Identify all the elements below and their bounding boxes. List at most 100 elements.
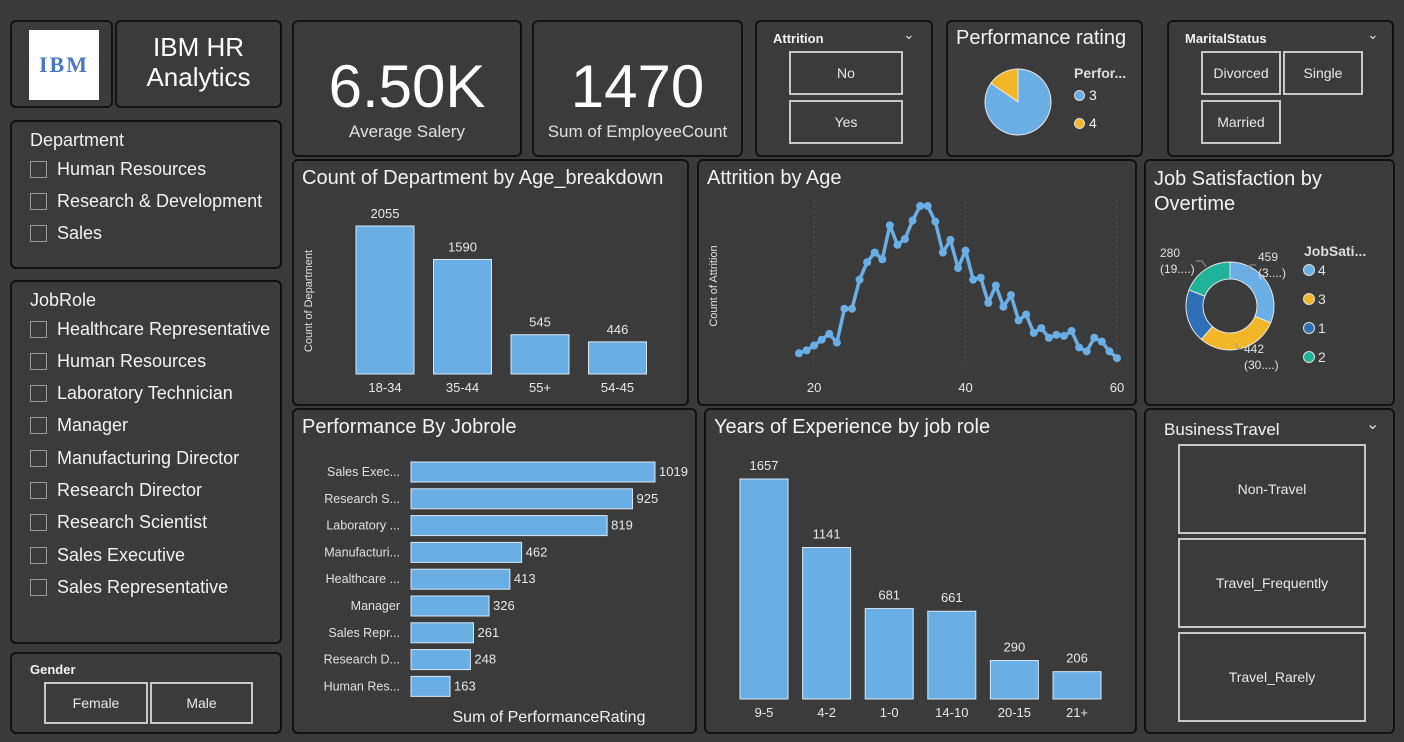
attrition-option-no[interactable]: No	[789, 51, 903, 95]
ibm-logo: IBM	[29, 30, 99, 100]
checkbox[interactable]	[30, 547, 47, 564]
gender-slicer: Gender Female Male	[10, 652, 282, 734]
data-point	[969, 275, 978, 284]
department-item-label: Sales	[57, 223, 103, 243]
checkbox[interactable]	[30, 514, 47, 531]
data-point	[810, 341, 819, 350]
jobrole-item[interactable]: Human Resources	[30, 351, 206, 372]
jobrole-item[interactable]: Laboratory Technician	[30, 383, 233, 404]
bar	[802, 547, 852, 700]
performance-legend-label-3: 3	[1089, 87, 1097, 103]
x-tick-label: 54-45	[601, 380, 634, 395]
jobrole-item[interactable]: Manager	[30, 415, 128, 436]
data-point	[817, 335, 826, 344]
data-point	[840, 304, 849, 313]
jobrole-slicer-title: JobRole	[30, 290, 97, 310]
data-point	[1105, 347, 1114, 356]
data-label: 248	[474, 652, 496, 667]
data-point	[1052, 330, 1061, 339]
bar	[355, 225, 415, 375]
data-label: 261	[477, 625, 499, 640]
department-slicer-title: Department	[30, 130, 125, 150]
legend-dot	[1074, 89, 1085, 101]
performance-legend-item-3: 3	[1074, 87, 1097, 103]
x-axis-label: Sum of PerformanceRating	[453, 709, 646, 726]
gender-slicer-title: Gender	[30, 662, 76, 677]
dept-by-age-chart: Count of Department by Age_breakdown Cou…	[292, 159, 689, 406]
checkbox[interactable]	[30, 385, 47, 402]
performance-rating-title: Performance rating	[956, 27, 1127, 49]
bar	[410, 488, 633, 510]
data-point	[893, 240, 902, 249]
jobrole-item-label: Sales Executive	[57, 545, 186, 565]
attrition-by-age-chart: Attrition by Age Count of Attrition 20 40 6…	[697, 159, 1137, 406]
data-point	[961, 246, 970, 255]
experience-by-jobrole-title: Years of Experience by job role	[714, 416, 991, 438]
jobrole-item[interactable]: Sales Executive	[30, 545, 185, 566]
data-point	[976, 273, 985, 282]
checkbox[interactable]	[30, 353, 47, 370]
checkbox[interactable]	[30, 161, 47, 178]
data-label: 459	[1258, 250, 1278, 264]
bar	[989, 659, 1039, 700]
jobrole-item[interactable]: Research Scientist	[30, 512, 207, 533]
marital-option-married[interactable]: Married	[1201, 100, 1281, 144]
jobrole-item[interactable]: Healthcare Representative	[30, 319, 270, 340]
performance-rating-panel: Performance rating Perfor... 3 4	[946, 20, 1143, 157]
attrition-by-age-plot: Count of Attrition 20 40 60	[708, 201, 1124, 395]
checkbox[interactable]	[30, 225, 47, 242]
department-item-label: Human Resources	[57, 159, 207, 179]
data-label: 413	[514, 571, 536, 586]
checkbox[interactable]	[30, 417, 47, 434]
x-tick-label: 35-44	[446, 380, 479, 395]
y-tick-label: Manufacturi...	[324, 545, 400, 559]
data-point	[991, 281, 1000, 290]
jobrole-item-label: Manager	[57, 415, 129, 435]
data-point	[1097, 337, 1106, 346]
performance-legend-label-4: 4	[1089, 115, 1097, 131]
ibm-logo-text: IBM	[39, 52, 89, 77]
y-tick-label: Healthcare ...	[326, 572, 400, 586]
chevron-down-icon[interactable]: ⌄	[1366, 416, 1380, 433]
x-tick-label: 20-15	[998, 705, 1031, 720]
x-tick-label: 20	[807, 380, 821, 395]
checkbox[interactable]	[30, 193, 47, 210]
data-point	[802, 346, 811, 355]
department-item[interactable]: Research & Development	[30, 191, 262, 212]
kpi-employee-count: 1470 Sum of EmployeeCount	[532, 20, 743, 157]
jobrole-item-label: Manufacturing Director	[57, 448, 240, 468]
checkbox[interactable]	[30, 321, 47, 338]
department-slicer: Department Human Resources Research & De…	[10, 120, 282, 269]
jobrole-item[interactable]: Sales Representative	[30, 577, 228, 598]
x-tick-label: 21+	[1066, 705, 1088, 720]
gender-option-female[interactable]: Female	[44, 682, 148, 724]
data-point	[916, 202, 925, 210]
performance-by-jobrole-title: Performance By Jobrole	[302, 416, 517, 438]
checkbox[interactable]	[30, 482, 47, 499]
marital-option-divorced[interactable]: Divorced	[1201, 51, 1281, 95]
attrition-option-yes[interactable]: Yes	[789, 100, 903, 144]
chevron-down-icon[interactable]: ⌄	[903, 26, 915, 42]
gender-option-male[interactable]: Male	[150, 682, 253, 724]
data-label: 280	[1160, 246, 1180, 260]
marital-option-single[interactable]: Single	[1283, 51, 1363, 95]
business-travel-option-frequently[interactable]: Travel_Frequently	[1178, 538, 1366, 628]
department-item[interactable]: Sales	[30, 223, 102, 244]
data-point	[1037, 324, 1046, 333]
data-label: 681	[878, 588, 900, 603]
business-travel-option-rarely[interactable]: Travel_Rarely	[1178, 632, 1366, 722]
jobrole-item[interactable]: Research Director	[30, 480, 202, 501]
business-travel-option-non-travel[interactable]: Non-Travel	[1178, 444, 1366, 534]
checkbox[interactable]	[30, 579, 47, 596]
data-label: 1657	[750, 458, 779, 473]
checkbox[interactable]	[30, 450, 47, 467]
chevron-down-icon[interactable]: ⌄	[1367, 26, 1379, 42]
department-item[interactable]: Human Resources	[30, 159, 206, 180]
leader-line	[1247, 264, 1256, 272]
data-label: 442	[1244, 342, 1264, 356]
bar	[864, 608, 914, 700]
jobrole-item[interactable]: Manufacturing Director	[30, 448, 239, 469]
bar	[410, 568, 511, 590]
data-label: 545	[529, 315, 551, 330]
x-tick-label: 60	[1110, 380, 1124, 395]
